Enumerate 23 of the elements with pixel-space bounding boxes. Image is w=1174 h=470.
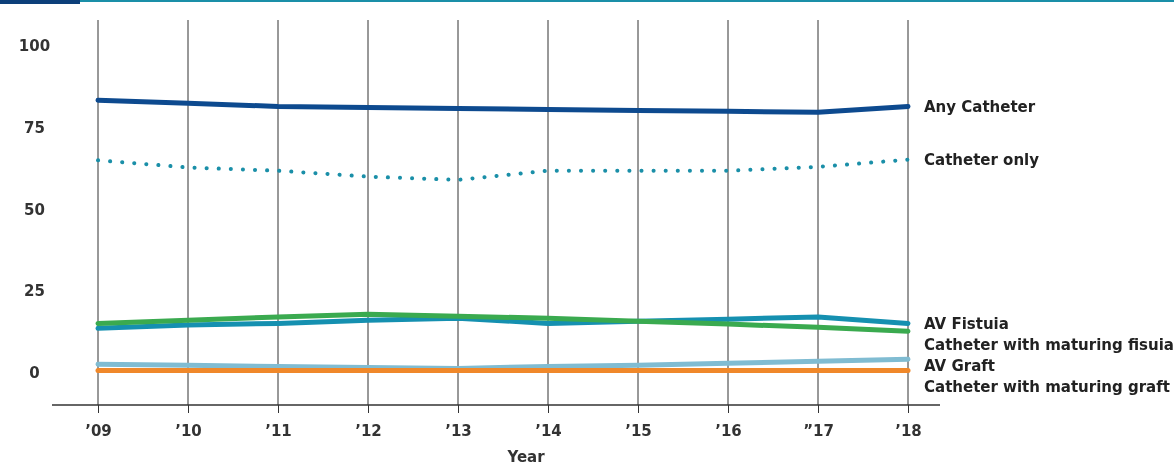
- x-tick-label: ”17: [803, 421, 834, 440]
- series-label: Catheter only: [924, 150, 1040, 169]
- line-series: [96, 157, 910, 182]
- y-tick-label: 25: [24, 282, 45, 301]
- x-axis-title: Year: [506, 448, 546, 466]
- y-tick-label: 100: [18, 37, 51, 56]
- series-label: AV Fistuia: [924, 314, 1009, 333]
- x-tick-label: ’15: [625, 421, 652, 440]
- x-tick-label: ’11: [265, 421, 292, 440]
- x-tick-label: ’12: [355, 421, 382, 440]
- x-tick-label: ’09: [85, 421, 112, 440]
- y-tick-label: 50: [24, 200, 45, 219]
- series-label: Catheter with maturing graft: [924, 377, 1170, 396]
- series-label: Catheter with maturing fisuia: [924, 335, 1174, 354]
- x-tick-label: ’18: [895, 421, 922, 440]
- y-tick-label: 75: [24, 118, 45, 137]
- x-tick-label: ’14: [535, 421, 562, 440]
- series-label: Any Catheter: [924, 97, 1036, 116]
- x-tick-label: ’10: [175, 421, 202, 440]
- y-tick-label: 0: [29, 363, 40, 382]
- x-tick-label: ’16: [715, 421, 742, 440]
- x-tick-label: ’13: [445, 421, 472, 440]
- series-label: AV Graft: [924, 356, 995, 375]
